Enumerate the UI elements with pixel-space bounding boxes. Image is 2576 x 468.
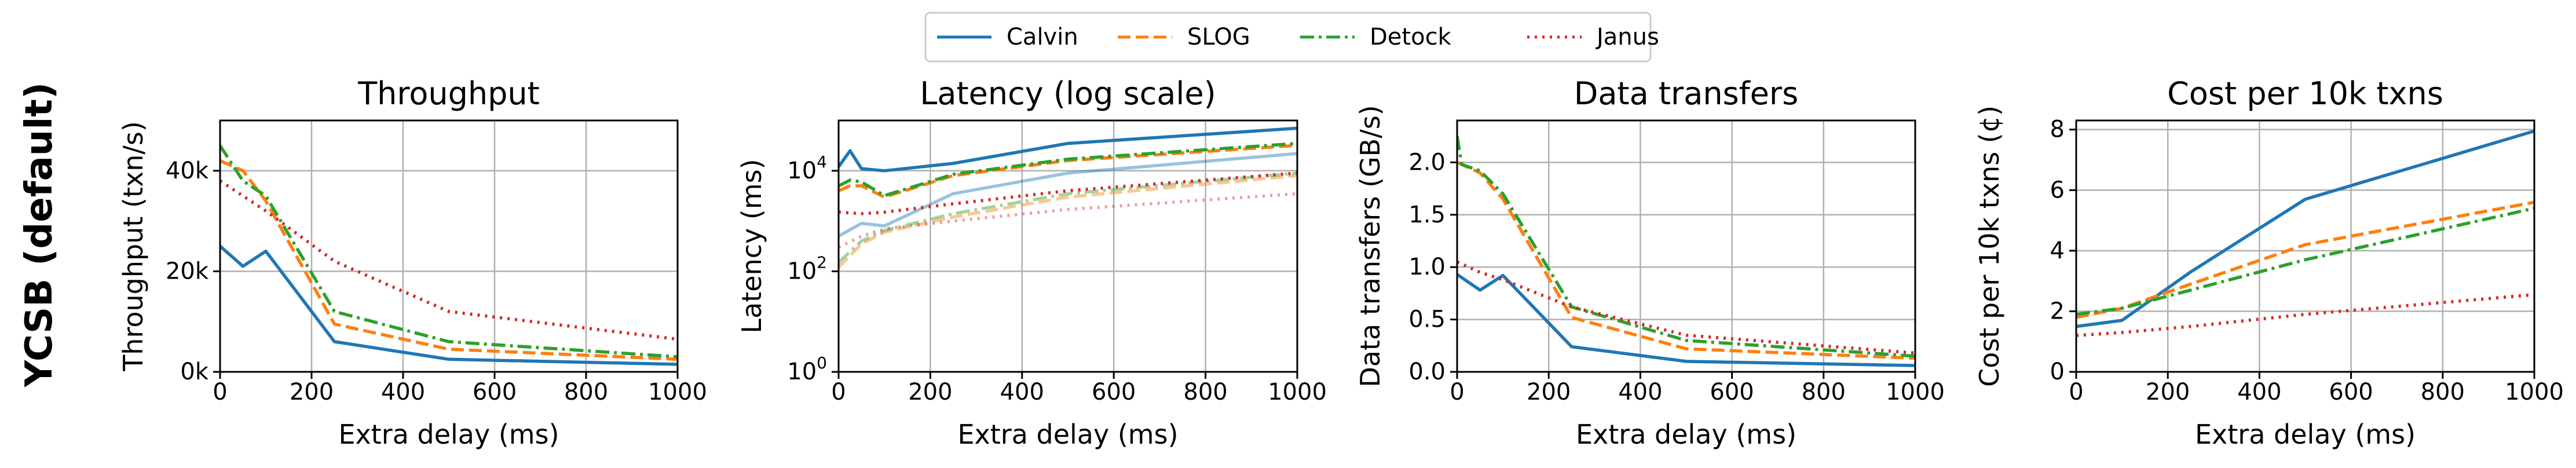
series-line-detock xyxy=(2076,206,2534,316)
x-tick-label: 800 xyxy=(1183,379,1227,405)
x-tick-label: 1000 xyxy=(648,379,707,405)
legend-entry-calvin: Calvin xyxy=(937,24,1078,50)
series-line-detock xyxy=(1457,136,1915,358)
x-axis-label: Extra delay (ms) xyxy=(957,419,1178,450)
legend-box xyxy=(924,12,1652,63)
legend-entry-detock: Detock xyxy=(1300,24,1452,50)
x-tick-label: 600 xyxy=(1710,379,1754,405)
x-tick-label: 800 xyxy=(1802,379,1846,405)
series-line-calvin xyxy=(220,244,678,366)
axes-frame xyxy=(1456,119,1916,373)
chart-title: Cost per 10k txns xyxy=(2167,75,2443,112)
series-line-detock xyxy=(220,144,678,359)
x-tick-label: 400 xyxy=(1618,379,1662,405)
x-axis-label: Extra delay (ms) xyxy=(338,419,559,450)
x-tick-label: 1000 xyxy=(1886,379,1945,405)
axes-frame xyxy=(219,119,679,373)
x-axis-label: Extra delay (ms) xyxy=(2195,419,2416,450)
legend-label: Janus xyxy=(1595,24,1659,50)
x-tick-label: 1000 xyxy=(1268,379,1327,405)
x-tick-label: 600 xyxy=(473,379,517,405)
y-tick-label: 0 xyxy=(2050,359,2065,385)
y-tick-label: 0.0 xyxy=(1408,359,1446,385)
subplot-2: 0 200 400 600 800 1000 100 102 104 Latency (log s… xyxy=(736,75,1327,450)
x-tick-label: 0 xyxy=(213,379,227,405)
y-tick-label: 1.0 xyxy=(1408,254,1446,280)
x-tick-label: 400 xyxy=(1000,379,1044,405)
series-line-detock xyxy=(839,141,1297,198)
axes-frame xyxy=(837,119,1298,373)
series-line-janus xyxy=(1457,260,1915,355)
series-line-slog-faded xyxy=(839,174,1297,269)
series-line-calvin-faded xyxy=(839,152,1297,238)
series-line-calvin xyxy=(839,126,1297,173)
chart-title: Latency (log scale) xyxy=(920,75,1216,112)
y-tick-label: 104 xyxy=(787,152,827,184)
x-tick-label: 1000 xyxy=(2505,379,2564,405)
x-tick-label: 400 xyxy=(381,379,425,405)
row-label: YCSB (default) xyxy=(18,82,61,387)
x-tick-label: 600 xyxy=(2329,379,2373,405)
series-group xyxy=(1457,136,1915,367)
series-line-calvin xyxy=(1457,273,1915,367)
y-tick-label: 2.0 xyxy=(1408,149,1446,176)
series-group xyxy=(839,126,1297,269)
y-axis-label: Latency (ms) xyxy=(736,159,767,333)
x-tick-label: 200 xyxy=(290,379,334,405)
series-group xyxy=(220,144,678,366)
x-tick-label: 200 xyxy=(2146,379,2190,405)
x-tick-label: 600 xyxy=(1092,379,1136,405)
series-line-slog xyxy=(2076,200,2534,319)
series-line-detock-faded xyxy=(839,171,1297,264)
chart-title: Data transfers xyxy=(1574,75,1799,112)
series-line-calvin xyxy=(2076,129,2534,328)
subplot-4: 0 200 400 600 800 1000 0 2 4 6 8 Cost per 10k txns E… xyxy=(1974,75,2564,450)
y-tick-label: 40k xyxy=(166,158,209,184)
x-tick-label: 800 xyxy=(2421,379,2465,405)
legend-entry-slog: SLOG xyxy=(1118,24,1250,50)
y-tick-label: 102 xyxy=(787,253,827,285)
chart-title: Throughput xyxy=(357,75,540,112)
axes-frame xyxy=(2075,119,2535,373)
legend-label: Calvin xyxy=(1007,24,1078,50)
grid xyxy=(1456,120,1916,373)
y-axis-label: Cost per 10k txns (¢) xyxy=(1974,105,2005,387)
subplot-3: 0 200 400 600 800 1000 0.0 0.5 1.0 1.5 2.0 Data tra… xyxy=(1355,75,1945,450)
legend-entry-janus: Janus xyxy=(1527,24,1659,50)
y-axis-label: Data transfers (GB/s) xyxy=(1355,105,1386,387)
y-tick-label: 0k xyxy=(180,359,208,385)
y-tick-label: 4 xyxy=(2050,237,2065,264)
legend-label: SLOG xyxy=(1187,24,1250,50)
y-tick-label: 8 xyxy=(2050,116,2065,143)
series-group xyxy=(2076,129,2534,338)
series-line-slog xyxy=(1457,160,1915,360)
y-tick-label: 6 xyxy=(2050,177,2065,203)
x-axis-label: Extra delay (ms) xyxy=(1576,419,1796,450)
legend: Calvin SLOG Detock Janus xyxy=(924,12,1659,63)
series-line-slog xyxy=(220,159,678,361)
x-tick-label: 0 xyxy=(1450,379,1464,405)
series-line-janus-faded xyxy=(839,192,1297,249)
legend-label: Detock xyxy=(1370,24,1452,50)
subplot-1: 0 200 400 600 800 1000 0k 20k 40k Throughput Extra… xyxy=(118,75,707,450)
y-tick-label: 1.5 xyxy=(1408,202,1446,228)
x-tick-label: 0 xyxy=(831,379,846,405)
series-line-janus xyxy=(2076,292,2534,338)
y-tick-label: 20k xyxy=(166,258,209,284)
y-tick-label: 2 xyxy=(2050,298,2065,324)
y-tick-label: 0.5 xyxy=(1408,306,1446,333)
x-tick-label: 800 xyxy=(564,379,608,405)
x-tick-label: 200 xyxy=(1527,379,1571,405)
x-tick-label: 400 xyxy=(2237,379,2281,405)
x-tick-label: 0 xyxy=(2069,379,2083,405)
grid xyxy=(219,120,679,373)
x-tick-label: 200 xyxy=(908,379,952,405)
y-axis-label: Throughput (txn/s) xyxy=(118,121,149,372)
series-line-janus xyxy=(220,179,678,341)
y-tick-label: 100 xyxy=(787,353,827,386)
